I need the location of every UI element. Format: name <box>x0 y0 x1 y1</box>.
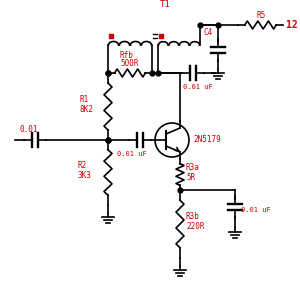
Text: R5: R5 <box>257 11 266 20</box>
Text: R3a: R3a <box>186 163 200 172</box>
Text: 0.01 uF: 0.01 uF <box>183 84 213 90</box>
Text: Rfb: Rfb <box>120 51 134 60</box>
Text: C4: C4 <box>203 28 212 37</box>
Text: 3K3: 3K3 <box>78 170 92 179</box>
Text: 220R: 220R <box>186 222 205 231</box>
Text: 500R: 500R <box>120 59 139 68</box>
Text: R2: R2 <box>78 160 87 169</box>
Text: 12 V: 12 V <box>286 20 300 30</box>
Text: 0.01: 0.01 <box>19 125 38 134</box>
Text: 0.01 uF: 0.01 uF <box>241 207 271 213</box>
Text: 2N5179: 2N5179 <box>193 136 221 145</box>
Text: 8K2: 8K2 <box>80 104 94 113</box>
Text: 5R: 5R <box>186 172 195 182</box>
Text: T1: T1 <box>160 0 170 9</box>
Text: R3b: R3b <box>186 212 200 221</box>
Text: 0.01 uF: 0.01 uF <box>117 151 147 157</box>
Text: R1: R1 <box>80 94 89 103</box>
